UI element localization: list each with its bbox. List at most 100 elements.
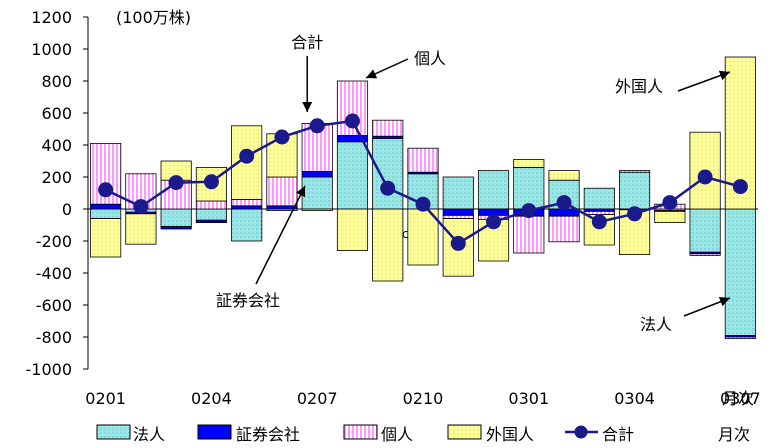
total-marker bbox=[133, 199, 149, 215]
x-tick-label: 0304 bbox=[614, 389, 655, 408]
y-tick-label: 600 bbox=[41, 104, 72, 123]
x-tick-label: 0210 bbox=[403, 389, 444, 408]
annotation-shoken-arrow bbox=[255, 185, 306, 285]
x-tick-label: 0307 bbox=[720, 389, 761, 408]
bar-gaikokujin bbox=[125, 213, 157, 245]
x-tick-label: 0201 bbox=[85, 389, 126, 408]
legend-swatch-bar-shoken bbox=[197, 424, 232, 440]
bar-kojin bbox=[266, 176, 298, 207]
bar-kojin bbox=[195, 200, 227, 210]
bar-houjin bbox=[372, 138, 404, 210]
annotation-kojin: 個人 bbox=[414, 49, 446, 68]
legend-swatch-total-marker bbox=[574, 425, 588, 439]
total-marker bbox=[344, 113, 360, 129]
bar-kojin bbox=[407, 147, 439, 173]
bar-houjin bbox=[583, 187, 615, 210]
legend-month-label: 月次 bbox=[718, 425, 750, 444]
legend-swatch-bar-houjin bbox=[96, 424, 131, 440]
bar-houjin bbox=[90, 208, 122, 220]
annotation-houjin: 法人 bbox=[640, 315, 672, 334]
bar-kojin bbox=[689, 253, 721, 256]
bar-shoken bbox=[90, 203, 122, 210]
legend-label: 個人 bbox=[381, 425, 413, 444]
total-marker bbox=[450, 235, 466, 251]
bar-shoken bbox=[231, 205, 263, 210]
legend-label: 合計 bbox=[602, 425, 634, 444]
y-tick-label: 200 bbox=[41, 168, 72, 187]
bar-shoken bbox=[195, 219, 227, 223]
bar-gaikokujin bbox=[513, 158, 545, 168]
bar-gaikokujin bbox=[90, 218, 122, 258]
total-marker bbox=[309, 118, 325, 134]
y-tick-label: -200 bbox=[36, 232, 72, 251]
bar-gaikokujin bbox=[548, 170, 580, 181]
total-marker bbox=[380, 180, 396, 196]
total-marker bbox=[732, 179, 748, 195]
y-tick-label: 800 bbox=[41, 72, 72, 91]
y-tick-label: -1000 bbox=[26, 360, 73, 379]
bar-houjin bbox=[619, 171, 651, 210]
axes: -1000 -800 -600 -400 -200 0 200 400 600 800 1000 12… bbox=[26, 8, 761, 408]
x-tick-label: 0301 bbox=[508, 389, 549, 408]
bar-houjin bbox=[336, 141, 369, 210]
bar-kojin bbox=[619, 170, 651, 173]
x-axis-label: 月次 bbox=[722, 389, 754, 408]
total-marker bbox=[274, 129, 290, 145]
bar-gaikokujin bbox=[407, 208, 439, 266]
bar-houjin bbox=[442, 176, 474, 210]
annotation-shoken-arrow-head bbox=[296, 186, 305, 198]
bar-houjin bbox=[689, 208, 721, 253]
bar-houjin bbox=[301, 176, 333, 210]
total-marker bbox=[556, 195, 572, 211]
bar-houjin bbox=[231, 208, 263, 242]
total-marker bbox=[415, 196, 431, 212]
bar-houjin bbox=[195, 208, 227, 221]
bar-kojin bbox=[513, 215, 545, 254]
annotation-kojin-arrow-head bbox=[366, 69, 378, 79]
y-tick-label: 0 bbox=[62, 200, 72, 219]
total-marker bbox=[168, 175, 184, 191]
y-tick-label: 1200 bbox=[31, 8, 72, 27]
total-marker bbox=[98, 182, 114, 198]
bar-gaikokujin bbox=[336, 208, 369, 251]
total-marker bbox=[591, 214, 607, 230]
bar-gaikokujin bbox=[372, 208, 404, 282]
legend-label: 法人 bbox=[133, 425, 165, 444]
total-marker bbox=[239, 148, 255, 164]
legend-swatch-bar-kojin bbox=[343, 424, 378, 440]
total-line-layer bbox=[98, 113, 748, 251]
annotation-total: 合計 bbox=[291, 33, 323, 52]
bar-houjin bbox=[160, 208, 192, 228]
legend-swatch-bar-gaikokujin bbox=[447, 424, 482, 440]
bar-shoken bbox=[266, 205, 298, 210]
y-tick-label: 400 bbox=[41, 136, 72, 155]
bar-kojin bbox=[442, 214, 474, 219]
total-marker bbox=[521, 203, 537, 219]
legend-label: 外国人 bbox=[486, 425, 534, 444]
x-tick-label: 0204 bbox=[191, 389, 232, 408]
total-marker bbox=[627, 206, 643, 222]
bar-houjin bbox=[513, 166, 545, 210]
total-marker bbox=[662, 195, 678, 211]
legend: 法人 証券会社 個人 外国人 合計 月次 bbox=[96, 424, 750, 444]
annotation-total-arrow-head bbox=[302, 102, 313, 112]
bar-shoken bbox=[160, 226, 192, 230]
bar-kojin bbox=[724, 336, 756, 340]
bar-houjin bbox=[724, 208, 756, 336]
annotation-c: c bbox=[402, 227, 409, 241]
bar-gaikokujin bbox=[301, 208, 333, 212]
total-marker bbox=[203, 174, 219, 190]
total-marker bbox=[697, 169, 713, 185]
unit-label: (100万株) bbox=[116, 8, 191, 27]
bar-kojin bbox=[583, 210, 615, 215]
bar-kojin bbox=[372, 119, 404, 137]
x-tick-label: 0207 bbox=[297, 389, 338, 408]
legend-label: 証券会社 bbox=[236, 425, 300, 444]
annotation-gaikokujin: 外国人 bbox=[615, 77, 663, 96]
bar-kojin bbox=[548, 215, 580, 243]
bar-shoken bbox=[301, 170, 333, 178]
annotation-shoken: 証券会社 bbox=[216, 291, 280, 310]
y-tick-label: -400 bbox=[36, 264, 72, 283]
